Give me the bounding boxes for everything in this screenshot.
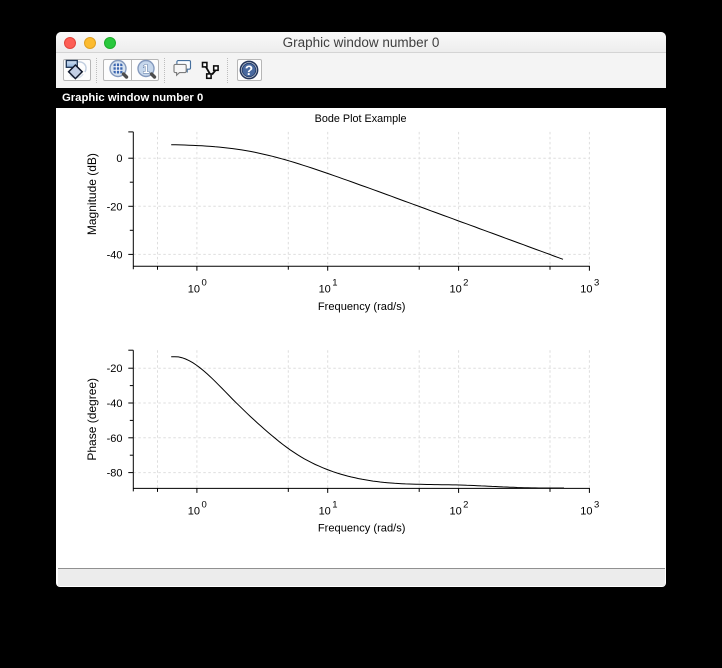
svg-text:10: 10	[580, 506, 592, 518]
svg-text:1: 1	[143, 62, 150, 76]
svg-text:0: 0	[201, 278, 206, 289]
svg-text:Bode Plot Example: Bode Plot Example	[315, 114, 407, 126]
svg-text:-40: -40	[107, 250, 123, 262]
svg-text:3: 3	[594, 500, 599, 511]
svg-text:1: 1	[332, 278, 337, 289]
svg-text:-40: -40	[107, 398, 123, 410]
svg-text:10: 10	[449, 506, 461, 518]
svg-text:10: 10	[319, 506, 331, 518]
svg-text:Frequency (rad/s): Frequency (rad/s)	[318, 523, 406, 535]
svg-text:?: ?	[245, 63, 253, 78]
svg-text:10: 10	[449, 284, 461, 296]
svg-text:1: 1	[332, 500, 337, 511]
svg-text:-20: -20	[107, 202, 123, 214]
svg-text:10: 10	[319, 284, 331, 296]
svg-text:-20: -20	[107, 364, 123, 376]
svg-text:0: 0	[116, 154, 122, 166]
svg-text:Phase (degree): Phase (degree)	[85, 378, 99, 461]
svg-text:-80: -80	[107, 468, 123, 480]
svg-text:3: 3	[594, 278, 599, 289]
svg-text:10: 10	[580, 284, 592, 296]
svg-text:10: 10	[188, 284, 200, 296]
svg-text:Magnitude (dB): Magnitude (dB)	[85, 153, 99, 235]
svg-text:10: 10	[188, 506, 200, 518]
svg-text:Frequency (rad/s): Frequency (rad/s)	[318, 301, 406, 313]
svg-text:0: 0	[201, 500, 206, 511]
svg-text:-60: -60	[107, 433, 123, 445]
svg-text:2: 2	[463, 278, 468, 289]
svg-text:2: 2	[463, 500, 468, 511]
